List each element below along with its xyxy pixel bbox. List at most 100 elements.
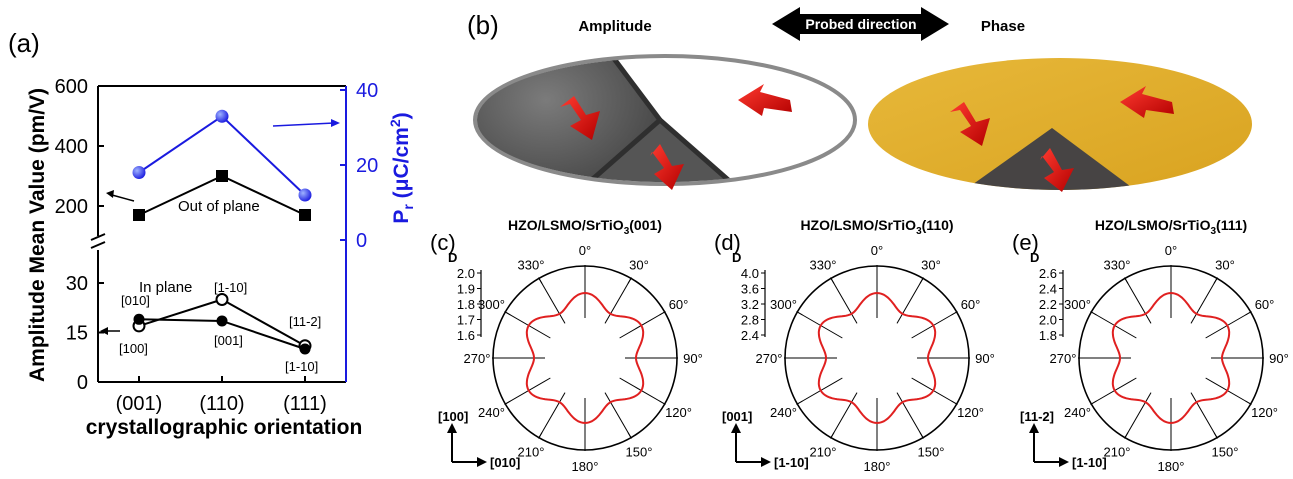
polar-spoke xyxy=(538,278,566,324)
polar-angle-label: 300° xyxy=(1064,297,1091,312)
polar-angle-label: 90° xyxy=(975,351,995,366)
y-tick-label: 400 xyxy=(55,136,88,158)
arrow-head xyxy=(100,327,108,335)
polar-angle-label: 0° xyxy=(871,243,883,258)
polar-piezo-curve xyxy=(1111,292,1231,425)
polar-angle-label: 150° xyxy=(626,445,653,460)
polar-angle-label: 0° xyxy=(579,243,591,258)
polar-tick xyxy=(951,311,958,316)
polar-angle-label: 300° xyxy=(770,297,797,312)
polar-angle-label: 60° xyxy=(669,297,689,312)
polar-angle-label: 270° xyxy=(756,351,783,366)
polar-panel-2: (d) HZO/LSMO/SrTiO3(110) D4.03.63.22.82.4 0… xyxy=(714,217,995,474)
polar-spoke xyxy=(830,392,858,438)
polar-tick xyxy=(627,432,632,439)
polar-spoke xyxy=(1190,392,1218,438)
polar-angle-label: 180° xyxy=(572,459,599,474)
direction-label-right: [010] xyxy=(490,455,520,470)
annotation-in-plane: In plane xyxy=(139,279,192,296)
panel-a-ticks: 200 400 600 0 15 30 0 20 40 (001) (110) (111) xyxy=(55,76,379,415)
annotation-001: [001] xyxy=(214,333,243,348)
polar-panels: (c)HZO/LSMO/SrTiO3(001)D2.01.91.81.71.60… xyxy=(430,217,1289,474)
axis-break-mark xyxy=(90,241,106,249)
direction-arrow-head xyxy=(1029,423,1039,433)
y-tick-label: 200 xyxy=(55,196,88,218)
axis-break-mark xyxy=(90,233,106,241)
direction-arrow-head xyxy=(731,423,741,433)
right-tick-label: 20 xyxy=(356,155,378,177)
polar-tick xyxy=(1245,400,1252,405)
y-tick-label: 30 xyxy=(66,273,88,295)
polar-radial-tick-label: 3.6 xyxy=(741,282,759,297)
direction-arrow-head xyxy=(477,457,487,467)
data-point-square xyxy=(133,209,145,221)
direction-label-right: [1-10] xyxy=(774,455,809,470)
polar-tick xyxy=(1245,311,1252,316)
arrow-to-left-axis xyxy=(111,194,135,202)
phase-domain-map xyxy=(868,58,1252,192)
polar-tick xyxy=(796,311,803,316)
arrow-to-right-axis xyxy=(272,122,335,127)
polar-panel-label: (d) xyxy=(714,230,741,255)
data-point-pr xyxy=(215,109,229,123)
data-point-square xyxy=(216,170,228,182)
polar-radial-tick-label: 1.7 xyxy=(457,313,475,328)
polar-angle-label: 270° xyxy=(464,351,491,366)
phase-title: Phase xyxy=(981,18,1025,35)
annotation-100: [100] xyxy=(119,341,148,356)
polar-radial-tick-label: 2.4 xyxy=(741,328,759,343)
data-point-filled-circle xyxy=(299,343,311,355)
direction-label-up: [100] xyxy=(438,409,468,424)
data-point-open-circle xyxy=(215,293,229,306)
polarization-arrow-icon xyxy=(560,84,792,190)
polar-tick xyxy=(504,311,511,316)
polar-angle-label: 90° xyxy=(1269,351,1289,366)
polar-d-label: D xyxy=(448,250,457,265)
polar-spoke xyxy=(896,392,924,438)
polar-tick xyxy=(919,432,924,439)
polar-tick xyxy=(951,400,958,405)
annotation-1-10: [1-10] xyxy=(214,280,247,295)
polar-radial-tick-label: 1.8 xyxy=(457,297,475,312)
polar-angle-label: 0° xyxy=(1165,243,1177,258)
polar-tick xyxy=(1213,432,1218,439)
polar-panel-title: HZO/LSMO/SrTiO3(111) xyxy=(1095,217,1247,237)
polar-angle-label: 120° xyxy=(957,405,984,420)
polar-tick xyxy=(830,432,835,439)
polar-angle-label: 30° xyxy=(921,257,941,272)
polar-angle-label: 270° xyxy=(1050,351,1077,366)
direction-arrow-head xyxy=(1059,457,1069,467)
polar-piezo-curve xyxy=(525,292,645,425)
polar-tick xyxy=(538,277,543,284)
polar-tick xyxy=(659,311,666,316)
polar-angle-label: 30° xyxy=(629,257,649,272)
x-axis-title: crystallographic orientation xyxy=(86,416,363,439)
direction-label-right: [1-10] xyxy=(1072,455,1107,470)
polar-radial-tick-label: 2.2 xyxy=(1039,297,1057,312)
arrow-head xyxy=(331,119,340,127)
polar-angle-label: 300° xyxy=(478,297,505,312)
panel-a: (a) Amplitude Mean Value (pm/V) Pr (μC/c… xyxy=(8,28,416,439)
arrow-head xyxy=(106,190,114,198)
right-tick-label: 0 xyxy=(356,230,367,252)
polar-piezo-curve xyxy=(817,292,937,425)
polar-angle-label: 180° xyxy=(864,459,891,474)
probed-direction-arrow: Probed direction xyxy=(772,7,949,41)
annotation-010: [010] xyxy=(121,293,150,308)
annotation-out-of-plane: Out of plane xyxy=(178,198,260,215)
direction-label-up: [001] xyxy=(722,409,752,424)
annotation-1-10b: [1-10] xyxy=(285,359,318,374)
polar-tick xyxy=(1090,400,1097,405)
amplitude-domain-map xyxy=(473,54,857,190)
polar-radial-tick-label: 3.2 xyxy=(741,297,759,312)
polar-angle-label: 60° xyxy=(961,297,981,312)
y-tick-label: 600 xyxy=(55,76,88,98)
y-tick-label: 0 xyxy=(77,372,88,394)
polar-tick xyxy=(538,432,543,439)
polar-tick xyxy=(1213,277,1218,284)
polar-angle-label: 120° xyxy=(665,405,692,420)
panel-a-label: (a) xyxy=(8,28,40,58)
polar-radial-tick-label: 1.6 xyxy=(457,328,475,343)
polar-angle-label: 330° xyxy=(810,257,837,272)
